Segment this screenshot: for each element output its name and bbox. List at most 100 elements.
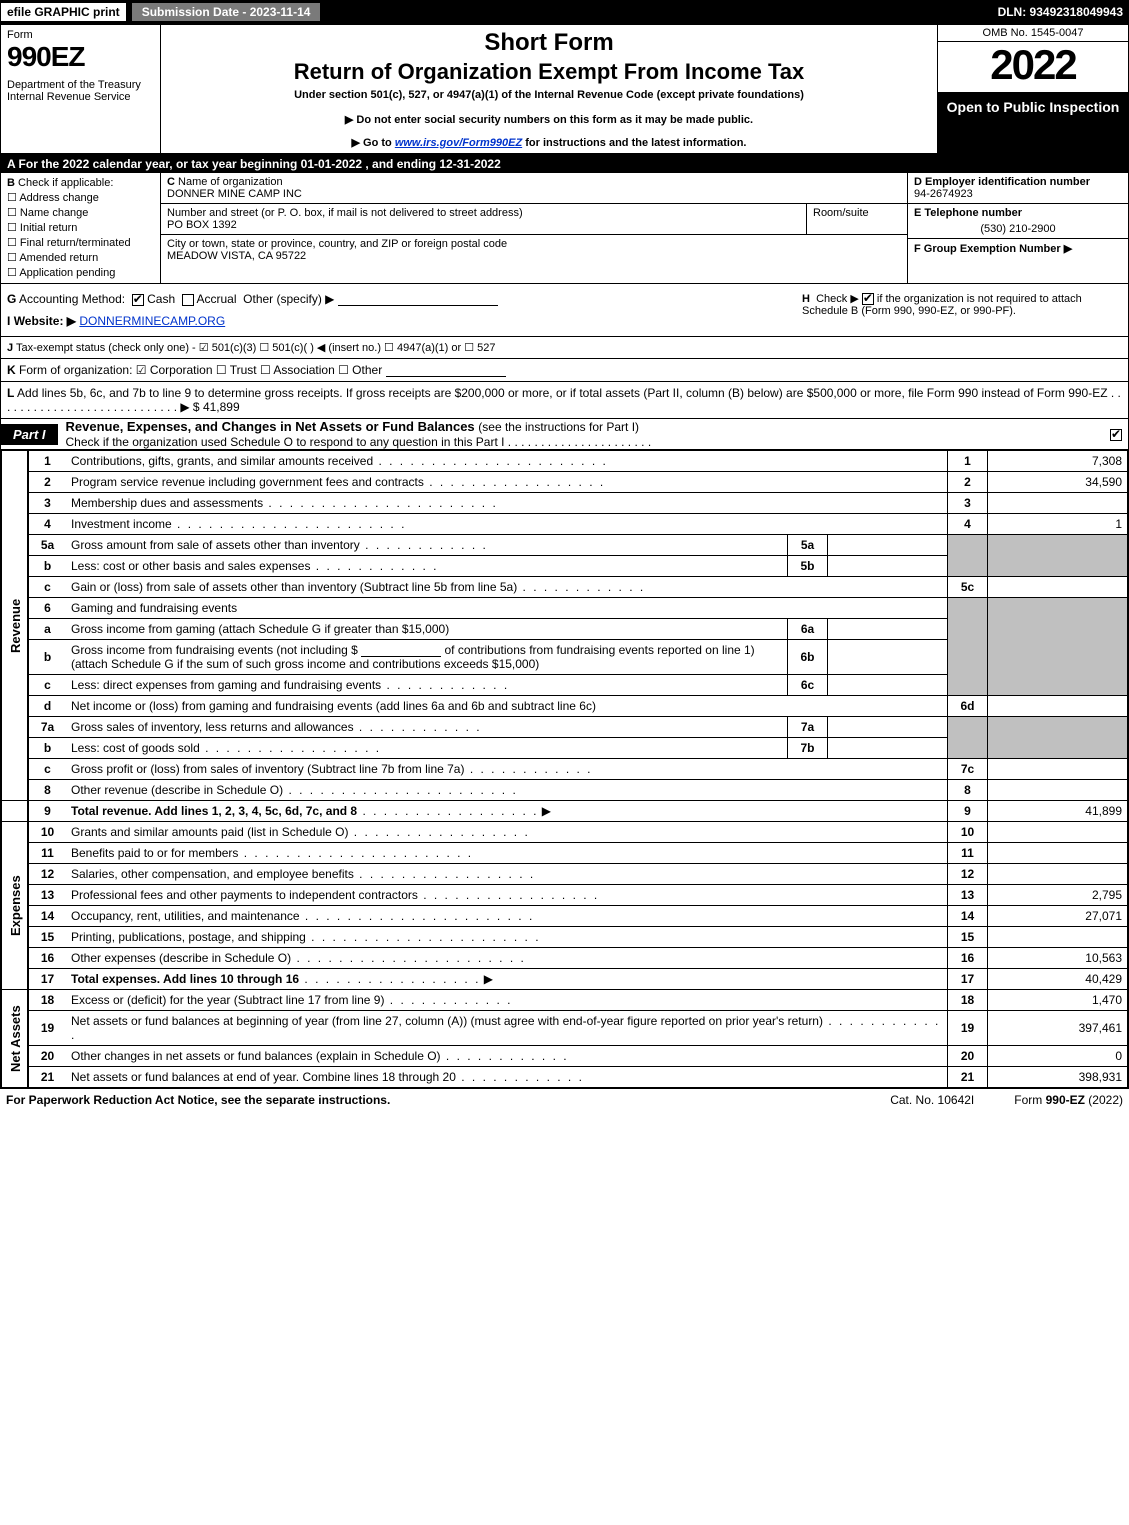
line-5a-val — [828, 535, 948, 556]
line-5b-val — [828, 556, 948, 577]
other-specify-input[interactable] — [338, 292, 498, 306]
chk-cash[interactable] — [132, 294, 144, 306]
header-center: Short Form Return of Organization Exempt… — [161, 25, 938, 153]
line-6b-val — [828, 640, 948, 675]
city-label: City or town, state or province, country… — [167, 238, 507, 250]
part1-checkbox[interactable] — [1104, 427, 1128, 441]
tax-year: 2022 — [938, 42, 1128, 93]
line-6c-val — [828, 675, 948, 696]
gh-row: G Accounting Method: Cash Accrual Other … — [1, 284, 1128, 337]
header-left: Form 990EZ Department of the Treasury In… — [1, 25, 161, 153]
footer-right: Form 990-EZ (2022) — [1014, 1093, 1123, 1107]
col-c: C Name of organization DONNER MINE CAMP … — [161, 173, 908, 283]
revenue-side-label: Revenue — [2, 451, 29, 801]
chk-schedule-b[interactable] — [862, 293, 874, 305]
line-11-val — [988, 843, 1128, 864]
form-container: Form 990EZ Department of the Treasury In… — [0, 24, 1129, 1089]
line-1-desc: Contributions, gifts, grants, and simila… — [66, 451, 948, 472]
part1-table: Revenue 1 Contributions, gifts, grants, … — [1, 450, 1128, 1088]
addr-label: Number and street (or P. O. box, if mail… — [167, 207, 523, 219]
expenses-side-label: Expenses — [2, 822, 29, 990]
line-1-val: 7,308 — [988, 451, 1128, 472]
line-7b-val — [828, 738, 948, 759]
line-21-val: 398,931 — [988, 1067, 1128, 1088]
goto-line: ▶ Go to www.irs.gov/Form990EZ for instru… — [169, 136, 929, 149]
line-12-val — [988, 864, 1128, 885]
e-phone: E Telephone number (530) 210-2900 — [908, 204, 1128, 239]
short-form-title: Short Form — [169, 29, 929, 57]
phone-val: (530) 210-2900 — [914, 223, 1122, 235]
goto-post: for instructions and the latest informat… — [522, 137, 746, 149]
chk-application-pending[interactable]: ☐ Application pending — [7, 266, 154, 279]
line-6a-val — [828, 619, 948, 640]
line-6d-val — [988, 696, 1128, 717]
chk-amended-return[interactable]: ☐ Amended return — [7, 251, 154, 264]
line-20-val: 0 — [988, 1046, 1128, 1067]
addr-val: PO BOX 1392 — [167, 219, 237, 231]
goto-pre: ▶ Go to — [352, 137, 395, 149]
e-label: E Telephone number — [914, 207, 1022, 219]
chk-name-change[interactable]: ☐ Name change — [7, 206, 154, 219]
line-5c-val — [988, 577, 1128, 598]
gh-left: G Accounting Method: Cash Accrual Other … — [7, 292, 792, 328]
row-j: J Tax-exempt status (check only one) - ☑… — [1, 337, 1128, 359]
line-7a-val — [828, 717, 948, 738]
c-letter: C — [167, 176, 175, 188]
footer-cat: Cat. No. 10642I — [890, 1093, 974, 1107]
under-section: Under section 501(c), 527, or 4947(a)(1)… — [169, 89, 929, 101]
chk-accrual[interactable] — [182, 294, 194, 306]
line-14-val: 27,071 — [988, 906, 1128, 927]
submission-date: Submission Date - 2023-11-14 — [131, 2, 322, 22]
f-label: F Group Exemption Number ▶ — [914, 243, 1072, 255]
row-a: A For the 2022 calendar year, or tax yea… — [1, 155, 1128, 173]
line-6b-contrib-input[interactable] — [361, 643, 441, 657]
col-de: D Employer identification number 94-2674… — [908, 173, 1128, 283]
part1-header: Part I Revenue, Expenses, and Changes in… — [1, 419, 1128, 450]
line-16-val: 10,563 — [988, 948, 1128, 969]
c-text: Name of organization — [178, 176, 283, 188]
d-ein: D Employer identification number 94-2674… — [908, 173, 1128, 204]
chk-final-return[interactable]: ☐ Final return/terminated — [7, 236, 154, 249]
c-name: C Name of organization DONNER MINE CAMP … — [161, 173, 907, 204]
part1-check-line: Check if the organization used Schedule … — [66, 435, 652, 449]
header-right: OMB No. 1545-0047 2022 Open to Public In… — [938, 25, 1128, 153]
form-header: Form 990EZ Department of the Treasury In… — [1, 25, 1128, 155]
row-g: G Accounting Method: Cash Accrual Other … — [7, 292, 792, 306]
line-4-val: 1 — [988, 514, 1128, 535]
chk-address-change[interactable]: ☐ Address change — [7, 191, 154, 204]
omb-number: OMB No. 1545-0047 — [938, 25, 1128, 42]
l-text: Add lines 5b, 6c, and 7b to line 9 to de… — [7, 386, 1121, 414]
room-suite: Room/suite — [807, 204, 907, 234]
col-b: B Check if applicable: ☐ Address change … — [1, 173, 161, 283]
meta-row: B Check if applicable: ☐ Address change … — [1, 173, 1128, 284]
form-number: 990EZ — [7, 41, 154, 73]
footer: For Paperwork Reduction Act Notice, see … — [0, 1089, 1129, 1111]
line-9-val: 41,899 — [988, 801, 1128, 822]
d-label: D Employer identification number — [914, 176, 1090, 188]
city-val: MEADOW VISTA, CA 95722 — [167, 250, 306, 262]
ein-val: 94-2674923 — [914, 188, 973, 200]
other-org-input[interactable] — [386, 363, 506, 377]
netassets-side-label: Net Assets — [2, 990, 29, 1088]
chk-initial-return[interactable]: ☐ Initial return — [7, 221, 154, 234]
line-3-val — [988, 493, 1128, 514]
goto-link[interactable]: www.irs.gov/Form990EZ — [395, 137, 522, 149]
tax-exempt-status: Tax-exempt status (check only one) - ☑ 5… — [16, 342, 496, 354]
dln: DLN: 93492318049943 — [998, 5, 1129, 19]
efile-badge[interactable]: efile GRAPHIC print — [0, 2, 127, 22]
address-block: Number and street (or P. O. box, if mail… — [161, 204, 807, 234]
line-15-val — [988, 927, 1128, 948]
line-13-val: 2,795 — [988, 885, 1128, 906]
f-group: F Group Exemption Number ▶ — [908, 239, 1128, 283]
line-2-val: 34,590 — [988, 472, 1128, 493]
footer-left: For Paperwork Reduction Act Notice, see … — [6, 1093, 390, 1107]
return-title: Return of Organization Exempt From Incom… — [169, 59, 929, 85]
form-of-org: Form of organization: ☑ Corporation ☐ Tr… — [19, 363, 382, 377]
part1-title: Revenue, Expenses, and Changes in Net As… — [58, 419, 1104, 449]
do-not-enter: ▶ Do not enter social security numbers o… — [169, 113, 929, 126]
form-word: Form — [7, 29, 154, 41]
row-k: K Form of organization: ☑ Corporation ☐ … — [1, 359, 1128, 382]
top-bar: efile GRAPHIC print Submission Date - 20… — [0, 0, 1129, 24]
open-inspection: Open to Public Inspection — [938, 93, 1128, 153]
website-link[interactable]: DONNERMINECAMP.ORG — [79, 314, 225, 328]
